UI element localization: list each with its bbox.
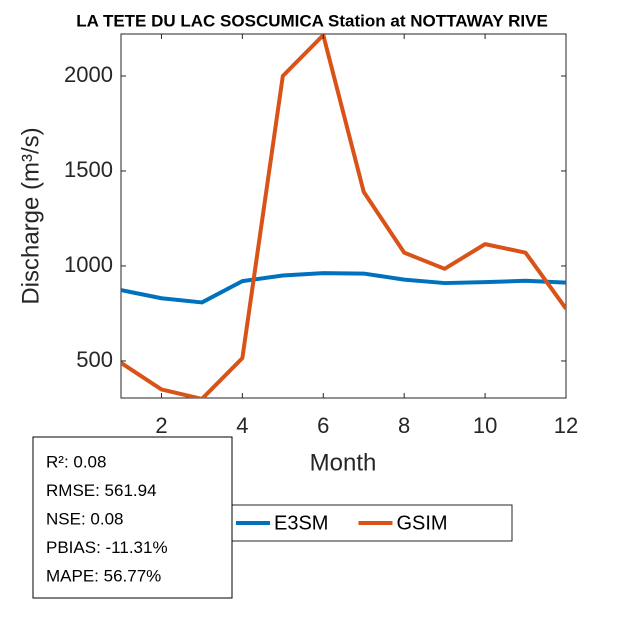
x-tick-label: 12: [554, 413, 578, 438]
plot-lines: [121, 34, 566, 398]
x-axis-label: Month: [310, 449, 377, 476]
x-tick-label: 10: [473, 413, 497, 438]
y-tick-label: 2000: [64, 62, 113, 87]
series-line: [121, 34, 566, 398]
x-tick-label: 2: [155, 413, 167, 438]
x-tick-label: 8: [398, 413, 410, 438]
series-line: [121, 271, 566, 305]
stats-line: RMSE: 561.94: [46, 481, 157, 500]
legend-label: GSIM: [396, 512, 447, 534]
y-tick-label: 1500: [64, 157, 113, 182]
plot-area: [120, 33, 567, 399]
y-axis-label: Discharge (m³/s): [17, 127, 44, 304]
stats-line: MAPE: 56.77%: [46, 566, 161, 585]
x-tick-label: 4: [236, 413, 248, 438]
stats-line: PBIAS: -11.31%: [46, 538, 168, 557]
y-tick-label: 1000: [64, 252, 113, 277]
stats-line: NSE: 0.08: [46, 509, 124, 528]
y-tick-label: 500: [76, 347, 113, 372]
chart-title: LA TETE DU LAC SOSCUMICA Station at NOTT…: [76, 11, 548, 30]
x-tick-label: 6: [317, 413, 329, 438]
legend-label: E3SM: [274, 512, 328, 534]
stats-line: R²: 0.08: [46, 452, 106, 471]
stats-box: [32, 436, 233, 599]
